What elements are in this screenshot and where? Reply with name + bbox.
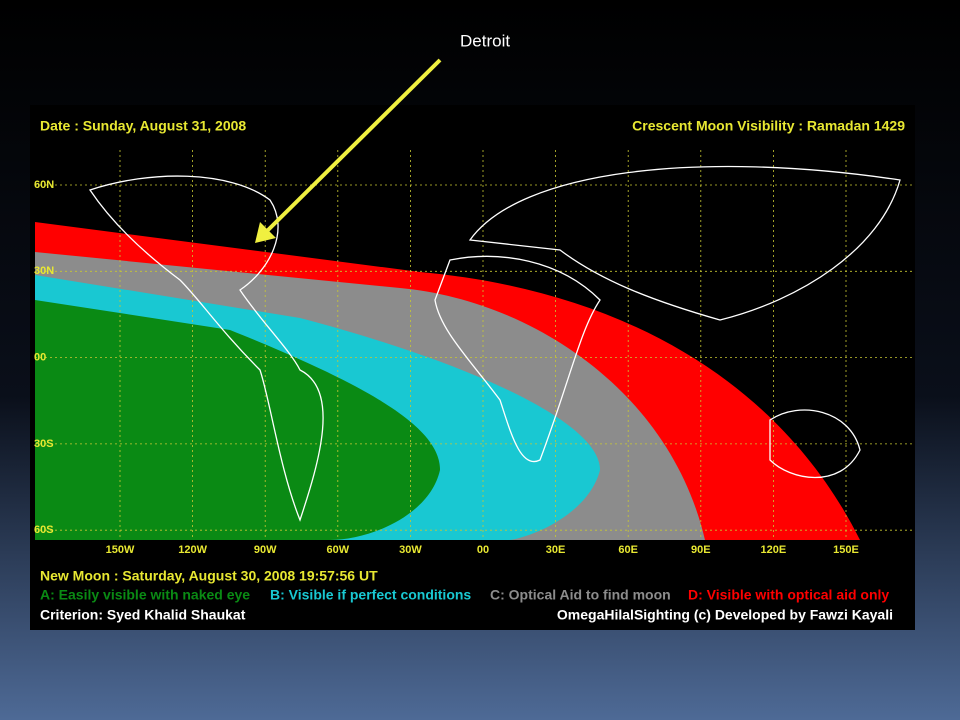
axis-labels: 150W 120W 90W 60W 30W 00 30E 60E 90E 120E 150E 60N 3… xyxy=(34,179,859,556)
callout-label: Detroit xyxy=(460,31,510,50)
credit: OmegaHilalSighting (c) Developed by Fawz… xyxy=(557,607,893,623)
new-moon: New Moon : Saturday, August 30, 2008 19:… xyxy=(40,568,378,584)
longitude-label: 150W xyxy=(106,544,135,556)
latitude-label: 60N xyxy=(34,179,54,191)
longitude-label: 30W xyxy=(399,544,422,556)
longitude-label: 60E xyxy=(618,544,638,556)
latitude-label: 30N xyxy=(34,265,54,277)
longitude-label: 120W xyxy=(178,544,207,556)
longitude-label: 00 xyxy=(477,544,489,556)
longitude-label: 150E xyxy=(833,544,859,556)
legend-d: D: Visible with optical aid only xyxy=(688,587,889,603)
longitude-label: 120E xyxy=(761,544,787,556)
map-title: Crescent Moon Visibility : Ramadan 1429 xyxy=(632,118,905,134)
visibility-zones xyxy=(35,222,860,540)
longitude-label: 90W xyxy=(254,544,277,556)
longitude-label: 30E xyxy=(546,544,566,556)
legend-c: C: Optical Aid to find moon xyxy=(490,587,671,603)
latitude-label: 60S xyxy=(34,524,54,536)
criterion: Criterion: Syed Khalid Shaukat xyxy=(40,607,246,623)
legend-b: B: Visible if perfect conditions xyxy=(270,587,471,603)
latitude-label: 30S xyxy=(34,438,54,450)
callout-arrow xyxy=(262,58,442,236)
longitude-label: 90E xyxy=(691,544,711,556)
arrow-head xyxy=(255,222,276,243)
zone-a xyxy=(35,300,440,540)
longitude-label: 60W xyxy=(326,544,349,556)
legend-a: A: Easily visible with naked eye xyxy=(40,587,250,603)
grid xyxy=(35,150,915,540)
coastlines xyxy=(88,165,901,522)
latitude-label: 00 xyxy=(34,352,46,364)
date: Date : Sunday, August 31, 2008 xyxy=(40,118,246,134)
